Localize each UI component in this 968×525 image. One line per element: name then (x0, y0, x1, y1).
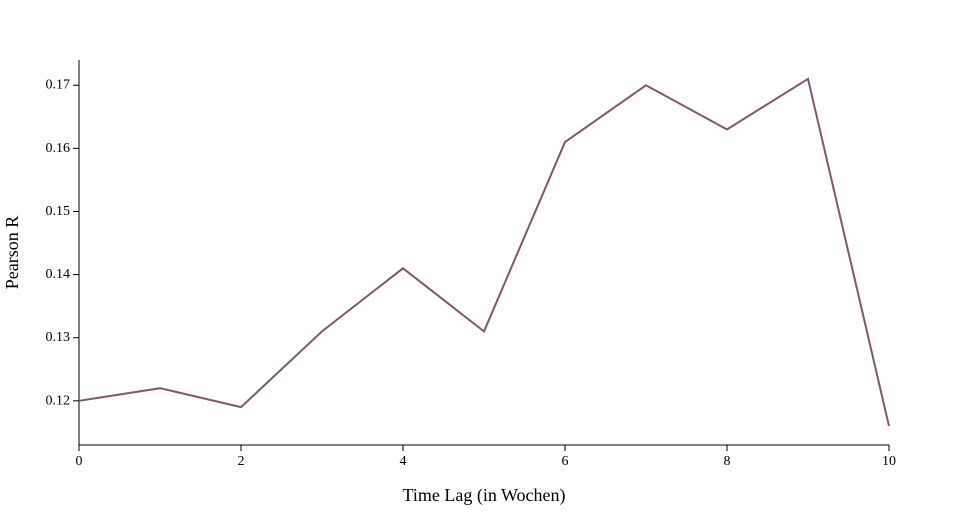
y-tick-label: 0.17 (46, 78, 71, 93)
x-tick-label: 4 (400, 454, 407, 469)
series-0 (78, 77, 890, 427)
series-layer (78, 77, 890, 427)
x-tick-label: 10 (882, 454, 896, 469)
y-tick-label: 0.15 (46, 204, 71, 219)
x-axis-title: Time Lag (in Wochen) (402, 485, 565, 506)
series-line (78, 77, 890, 427)
y-axis-title: Pearson R (2, 216, 22, 290)
x-tick-label: 8 (724, 454, 731, 469)
x-tick-label: 0 (76, 454, 83, 469)
y-tick-label: 0.12 (46, 393, 71, 408)
y-tick-label: 0.13 (46, 330, 71, 345)
x-tick-label: 6 (562, 454, 569, 469)
y-tick-label: 0.16 (46, 141, 71, 156)
x-tick-label: 2 (238, 454, 245, 469)
x-axis: 0 2 4 6 8 10 (76, 444, 896, 469)
y-tick-label: 0.14 (46, 267, 71, 282)
y-axis: 0.12 0.13 0.14 0.15 0.16 0.17 (46, 60, 80, 445)
